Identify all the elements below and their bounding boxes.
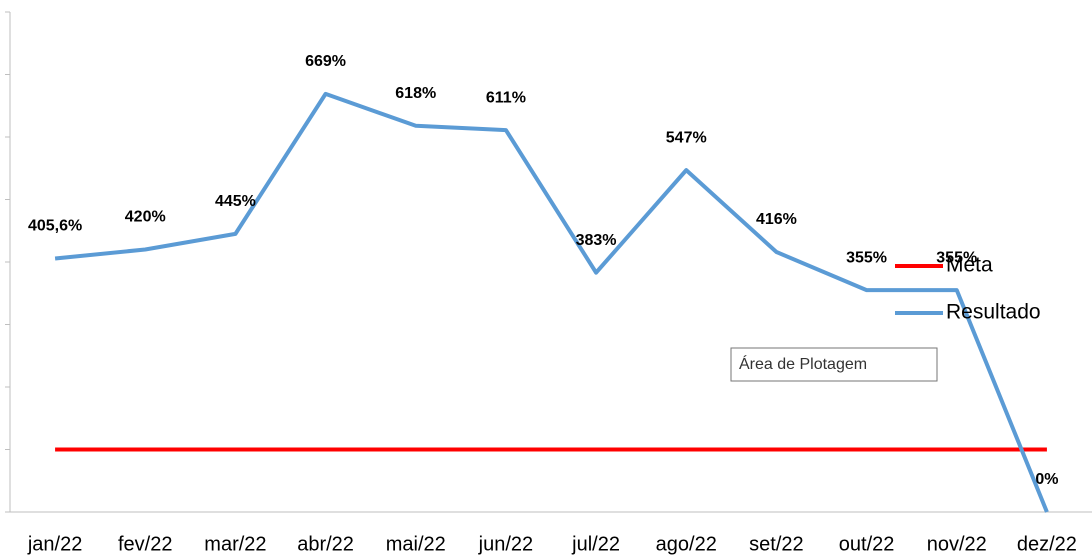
data-label: 355% — [846, 249, 887, 266]
x-tick-label: ago/22 — [656, 533, 717, 555]
legend-label: Resultado — [946, 301, 1041, 324]
data-label: 0% — [1035, 471, 1058, 488]
data-label: 618% — [395, 85, 436, 102]
x-tick-label: jul/22 — [571, 533, 620, 555]
data-label: 445% — [215, 193, 256, 210]
x-tick-label: jun/22 — [478, 533, 534, 555]
data-label: 416% — [756, 211, 797, 228]
x-tick-label: mai/22 — [386, 533, 446, 555]
x-tick-label: nov/22 — [927, 533, 987, 555]
x-tick-label: fev/22 — [118, 533, 172, 555]
data-label: 669% — [305, 53, 346, 70]
tooltip-text: Área de Plotagem — [739, 354, 867, 373]
x-tick-label: dez/22 — [1017, 533, 1077, 555]
series-line — [54, 91, 1049, 513]
tooltip-box — [730, 347, 938, 382]
data-label: 547% — [666, 129, 707, 146]
data-label: 611% — [486, 89, 526, 106]
legend-label: Meta — [946, 254, 993, 277]
x-tick-label: jan/22 — [27, 533, 83, 555]
data-label: 383% — [576, 232, 617, 249]
data-label: 405,6% — [28, 218, 82, 235]
data-label: 355% — [936, 249, 977, 266]
x-tick-label: set/22 — [749, 533, 803, 555]
x-tick-label: out/22 — [839, 533, 895, 555]
x-tick-label: mar/22 — [204, 533, 266, 555]
data-label: 420% — [125, 209, 166, 226]
x-tick-label: abr/22 — [297, 533, 354, 555]
